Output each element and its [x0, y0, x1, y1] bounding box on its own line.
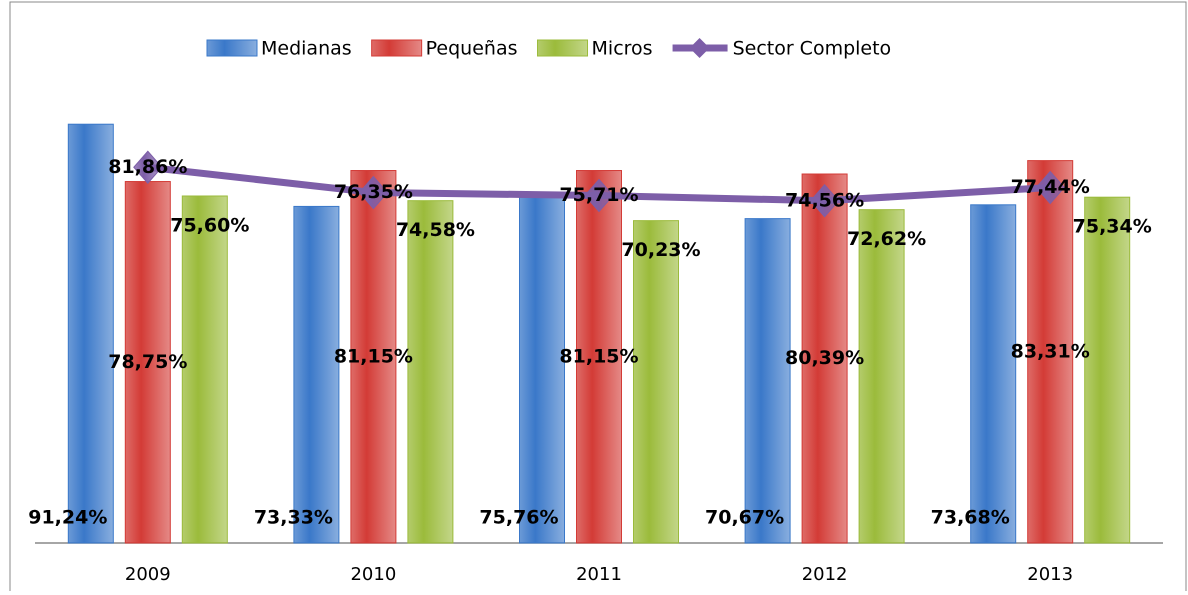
data-label: 75,34%: [1073, 216, 1152, 238]
legend-swatch: [206, 39, 258, 57]
bar: [970, 204, 1017, 544]
data-label: 81,86%: [108, 156, 187, 178]
data-label: 83,31%: [1011, 340, 1090, 362]
legend-swatch: [371, 39, 423, 57]
bar: [519, 194, 565, 544]
marker: [1035, 170, 1065, 205]
x-tick-label: 2012: [802, 564, 848, 585]
x-tick-label: 2010: [350, 564, 396, 585]
data-label: 75,71%: [559, 184, 638, 206]
data-label: 78,75%: [108, 351, 187, 373]
data-label: 80,39%: [785, 347, 864, 369]
bar: [744, 218, 791, 544]
bar: [1027, 160, 1074, 544]
data-label: 73,68%: [931, 507, 1010, 529]
x-tick-label: 2013: [1027, 564, 1073, 585]
data-label: 77,44%: [1011, 176, 1090, 198]
data-label: 81,15%: [334, 345, 413, 367]
bar: [801, 173, 848, 544]
bar: [1084, 196, 1131, 544]
data-label: 74,58%: [396, 219, 475, 241]
data-label: 91,24%: [28, 507, 107, 529]
marker: [584, 178, 614, 213]
data-label: 75,76%: [479, 507, 558, 529]
bar: [633, 220, 679, 544]
marker: [358, 175, 389, 210]
legend-label: Pequeñas: [426, 38, 518, 60]
x-tick-label: 2009: [125, 564, 171, 585]
data-label: 75,60%: [170, 214, 249, 236]
data-label: 81,15%: [559, 345, 638, 367]
legend-swatch: [537, 39, 589, 57]
data-label: 70,67%: [705, 507, 784, 529]
data-label: 76,35%: [334, 181, 413, 203]
bar: [407, 200, 454, 544]
bar: [350, 170, 397, 544]
data-label: 74,56%: [785, 189, 864, 211]
legend-label: Micros: [592, 38, 653, 60]
bar: [181, 195, 228, 544]
bar: [293, 205, 340, 544]
marker: [809, 184, 840, 218]
x-tick-label: 2011: [576, 564, 622, 585]
legend-label: Sector Completo: [733, 38, 892, 60]
bar: [67, 123, 114, 544]
data-label: 70,23%: [621, 239, 700, 261]
marker: [133, 150, 163, 185]
bar: [858, 209, 905, 544]
legend: Medianas Pequeñas Micros Sector Completo: [206, 38, 892, 60]
bar: [576, 170, 622, 544]
legend-swatch: [689, 38, 710, 58]
bar: [124, 181, 171, 544]
data-label: 72,62%: [847, 228, 926, 250]
chart-border: [9, 1, 1187, 595]
data-label: 73,33%: [254, 507, 333, 529]
legend-label: Medianas: [261, 38, 352, 60]
